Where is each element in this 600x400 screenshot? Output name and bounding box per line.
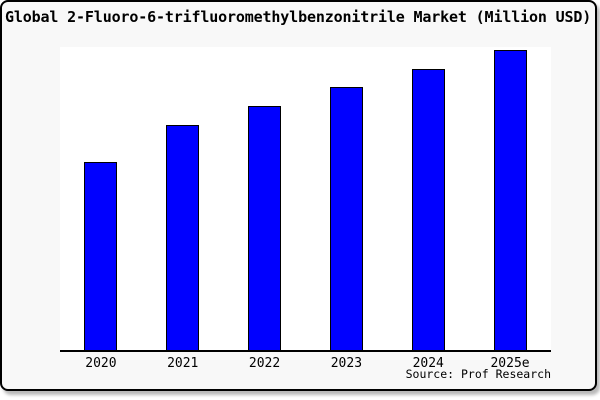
chart-title: Global 2-Fluoro-6-trifluoromethylbenzoni… xyxy=(5,8,592,26)
x-tick-label-2025e: 2025e xyxy=(490,356,530,371)
bar-2021 xyxy=(166,125,200,350)
x-tick-label-2023: 2023 xyxy=(330,356,363,371)
x-tick-label-2024: 2024 xyxy=(412,356,444,371)
bar-2020 xyxy=(84,161,118,350)
bar-2022 xyxy=(248,106,282,350)
x-tick-label-2022: 2022 xyxy=(248,356,281,371)
bar-2024 xyxy=(411,68,445,350)
x-tick-label-2020: 2020 xyxy=(85,356,117,371)
x-axis-labels: 2020 2021 2022 2023 2024 2025e xyxy=(60,356,551,371)
source-note: Source: Prof Research xyxy=(405,367,551,381)
bar-2025e xyxy=(493,50,527,350)
bar-2023 xyxy=(329,86,363,350)
chart-card: Global 2-Fluoro-6-trifluoromethylbenzoni… xyxy=(0,0,597,391)
x-tick-label-2021: 2021 xyxy=(167,356,199,371)
plot-area xyxy=(60,47,551,352)
